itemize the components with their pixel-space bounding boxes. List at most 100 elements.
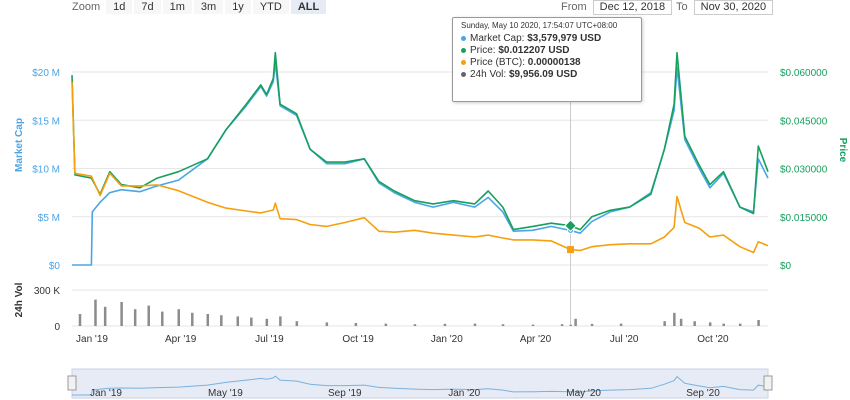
volume-bar [738,323,742,326]
tooltip-label: Market Cap: [470,33,525,44]
volume-tick-label: 0 [54,322,60,333]
market-cap-dot-icon [461,35,466,41]
volume-dot-icon [461,71,466,77]
x-tick-label: Jan '20 [431,334,463,345]
x-tick-label: Jul '19 [255,334,284,345]
series-line-price [71,51,769,231]
volume-bar [560,324,564,326]
navigator-tick-label: Sep '19 [328,388,362,399]
volume-bar [693,321,696,326]
tooltip-row-price: Price: $0.012207 USD [461,45,633,57]
zoom-1m-button[interactable]: 1m [162,0,192,14]
volume-bar [220,315,223,326]
volume-bar [679,318,683,326]
volume-axis-title: 24h Vol [14,282,25,317]
y-left-tick-label: $15 M [32,116,60,127]
y-right-tick-label: $0.015000 [780,213,828,224]
x-tick-label: Apr '19 [165,334,197,345]
volume-bar [663,321,666,326]
series-line-price-btc [71,81,769,254]
from-date-input[interactable]: Dec 12, 2018 [592,0,673,15]
zoom-1d-button[interactable]: 1d [106,0,133,14]
volume-bar [236,316,240,326]
tooltip-date: Sunday, May 10 2020, 17:54:07 UTC+08:00 [461,21,618,30]
navigator-line [72,375,769,396]
navigator-left-handle[interactable] [67,375,77,391]
x-tick-label: Oct '19 [342,334,374,345]
tooltip-row-market-cap: Market Cap: $3,579,979 USD [461,33,633,45]
volume-bar [295,321,299,326]
y-left-tick-label: $5 M [38,213,60,224]
zoom-ytd-button[interactable]: YTD [252,0,289,14]
volume-bar [191,312,194,326]
y-right-tick-label: $0.030000 [780,165,828,176]
y-left-tick-label: $20 M [32,68,60,79]
to-label: To [676,1,688,13]
zoom-1y-button[interactable]: 1y [225,0,251,14]
x-tick-label: Jul '20 [610,334,639,345]
volume-bar [722,323,725,326]
volume-bar [354,323,358,326]
navigator-tick-label: May '20 [566,388,601,399]
series-line-market-cap [72,61,769,266]
range-to: To Nov 30, 2020 [676,0,774,15]
volume-bar [103,306,107,326]
volume-bar [413,324,417,326]
zoom-bar: Zoom 1d 7d 1m 3m 1y YTD ALL [72,0,328,14]
volume-bar [473,323,477,326]
volume-bar [443,323,447,326]
y-left-tick-label: $10 M [32,165,60,176]
volume-bar [531,324,535,326]
navigator [71,368,769,399]
volume-bar [590,323,594,326]
y-right-tick-label: $0.060000 [780,68,828,79]
price-btc-dot-icon [461,59,466,65]
volume-bar [757,320,760,326]
x-tick-label: Apr '20 [520,334,552,345]
tooltip-label: 24h Vol: [470,69,507,80]
y-right-tick-label: $0.045000 [780,116,828,127]
volume-bar [279,316,282,326]
volume-bar [161,311,164,326]
zoom-label: Zoom [72,1,101,13]
volume-bar [325,322,329,326]
tooltip-value: $9,956.09 USD [508,69,578,80]
navigator-tick-label: May '19 [208,388,243,399]
volume-bar [133,309,137,326]
range-from: From Dec 12, 2018 [561,0,673,15]
volume-bar [708,322,712,326]
x-tick-label: Jan '19 [76,334,108,345]
volume-bar [569,324,573,326]
tooltip-value: $3,579,979 USD [527,33,602,44]
y-left-tick-label: $0 [49,261,61,272]
zoom-7d-button[interactable]: 7d [134,0,161,14]
chart-tooltip: Sunday, May 10 2020, 17:54:07 UTC+08:00 … [452,17,642,102]
volume-bar [147,305,150,326]
tooltip-row-price-btc: Price (BTC): 0.00000138 [461,57,633,69]
volume-bar [265,318,269,326]
price-btc-marker [567,246,575,254]
volume-bar [574,318,577,326]
tooltip-label: Price: [470,45,496,56]
y-left-axis-title: Market Cap [14,118,25,172]
tooltip-value: $0.012207 USD [498,45,570,56]
navigator-tick-label: Jan '19 [90,388,122,399]
price-dot-icon [461,47,466,53]
zoom-3m-button[interactable]: 3m [193,0,224,14]
volume-bar [673,312,676,326]
tooltip-row-volume: 24h Vol: $9,956.09 USD [461,69,633,81]
tooltip-value: 0.00000138 [527,57,581,68]
volume-bar [94,299,97,326]
y-right-axis-title: Price [837,138,848,163]
y-right-tick-label: $0 [780,261,792,272]
volume-bar [384,323,388,326]
volume-bar [177,309,180,326]
to-date-input[interactable]: Nov 30, 2020 [693,0,774,15]
zoom-all-button[interactable]: ALL [290,0,327,14]
volume-bar [78,314,82,326]
volume-bar [250,317,253,326]
navigator-right-handle[interactable] [763,375,773,391]
volume-tick-label: 300 K [34,286,60,297]
volume-bar [120,302,123,326]
